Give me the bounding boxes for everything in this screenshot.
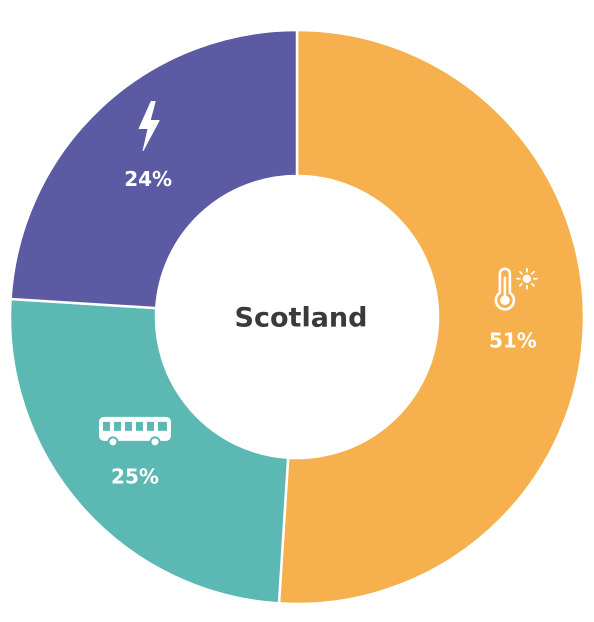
thermometer-sun-icon: [494, 267, 538, 311]
lightning-bolt-icon: [138, 101, 160, 152]
bus-icon: [98, 416, 171, 448]
slices-layer: [8, 28, 586, 606]
slice-label-transport: 25%: [111, 464, 159, 488]
donut-hole: [156, 176, 438, 458]
slice-label-electricity: 24%: [124, 167, 172, 191]
slice-label-heating: 51%: [489, 328, 537, 352]
center-label: Scotland: [235, 303, 368, 334]
